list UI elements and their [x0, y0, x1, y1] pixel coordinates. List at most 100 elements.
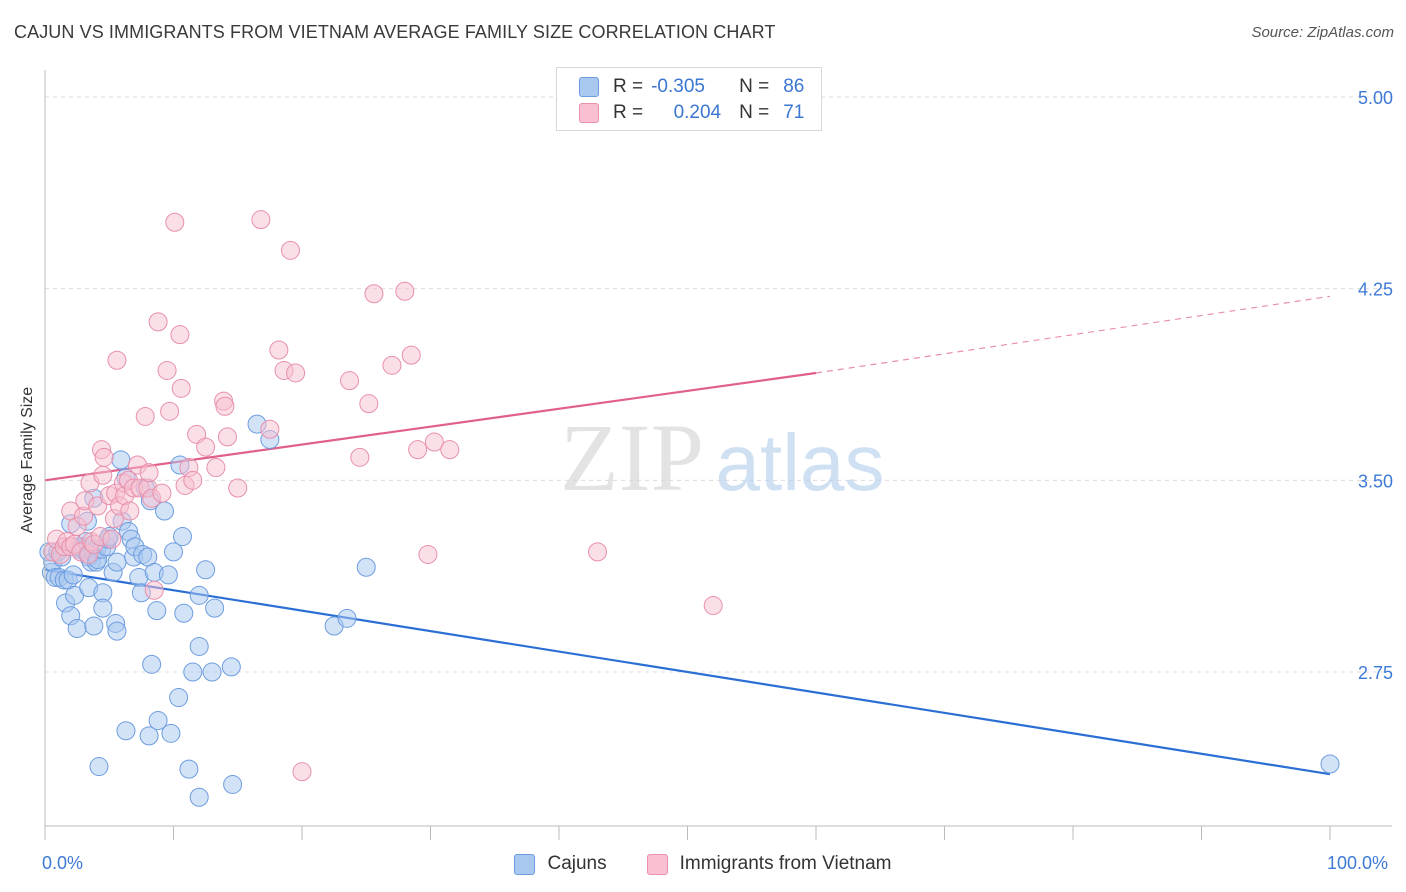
- y-tick-label: 3.50: [1358, 471, 1393, 491]
- point-vietnam: [139, 463, 159, 483]
- legend-r-value: -0.305: [651, 76, 705, 97]
- point-vietnam: [148, 312, 168, 332]
- point-vietnam: [120, 501, 140, 521]
- series-swatch-vietnam: [646, 853, 668, 875]
- point-vietnam: [94, 447, 114, 467]
- point-vietnam: [228, 478, 248, 498]
- point-vietnam: [160, 401, 180, 421]
- series-legend-vietnam: Immigrants from Vietnam: [646, 853, 892, 875]
- point-vietnam: [382, 355, 402, 375]
- point-vietnam: [144, 580, 164, 600]
- point-vietnam: [703, 596, 723, 616]
- legend-r-value: 0.204: [673, 102, 722, 123]
- legend-swatch-cajuns: [579, 77, 599, 97]
- point-cajuns: [189, 787, 209, 807]
- x-tick-label-min: 0.0%: [42, 853, 84, 873]
- point-cajuns: [205, 598, 225, 618]
- point-vietnam: [269, 340, 289, 360]
- point-vietnam: [260, 419, 280, 439]
- point-cajuns: [1320, 754, 1340, 774]
- source-label: Source: ZipAtlas.com: [1251, 24, 1394, 41]
- legend-swatch-vietnam: [579, 103, 599, 123]
- series-name-cajuns: Cajuns: [547, 853, 607, 874]
- point-vietnam: [588, 542, 608, 562]
- series-legend-cajuns: Cajuns: [514, 853, 607, 875]
- point-vietnam: [424, 432, 444, 452]
- trend-line-cajuns: [44, 568, 1331, 776]
- point-cajuns: [63, 565, 83, 585]
- legend-r-label: R =: [613, 76, 644, 97]
- series-swatch-cajuns: [514, 853, 536, 875]
- legend-row-vietnam: R = 0.204 N = 71: [579, 101, 804, 125]
- point-cajuns: [161, 723, 181, 743]
- point-cajuns: [337, 608, 357, 628]
- y-tick-label: 2.75: [1358, 663, 1393, 683]
- point-cajuns: [356, 557, 376, 577]
- point-cajuns: [179, 759, 199, 779]
- point-vietnam: [206, 458, 226, 478]
- watermark-zip: ZIP: [560, 404, 704, 511]
- point-vietnam: [102, 529, 122, 549]
- point-cajuns: [223, 774, 243, 794]
- point-vietnam: [408, 440, 428, 460]
- point-vietnam: [152, 483, 172, 503]
- point-vietnam: [251, 210, 271, 230]
- y-tick-label: 5.00: [1358, 88, 1393, 108]
- trend-line-vietnam-extension: [815, 295, 1331, 374]
- point-vietnam: [215, 396, 235, 416]
- point-vietnam: [350, 447, 370, 467]
- axes: [44, 70, 1392, 840]
- point-cajuns: [202, 662, 222, 682]
- point-cajuns: [221, 657, 241, 677]
- y-tick-label: 4.25: [1358, 280, 1393, 300]
- series-name-vietnam: Immigrants from Vietnam: [679, 853, 892, 874]
- point-vietnam: [183, 470, 203, 490]
- x-tick-label-max: 100.0%: [1327, 853, 1389, 873]
- legend-n-value: 71: [783, 102, 805, 123]
- point-vietnam: [196, 437, 216, 457]
- point-vietnam: [364, 284, 384, 304]
- point-cajuns: [189, 636, 209, 656]
- data-points: [39, 210, 1340, 807]
- legend-n-label: N =: [739, 76, 770, 97]
- point-vietnam: [170, 325, 190, 345]
- series-legend: Cajuns Immigrants from Vietnam: [0, 852, 1406, 876]
- point-cajuns: [111, 450, 131, 470]
- point-vietnam: [165, 212, 185, 232]
- watermark-atlas: atlas: [716, 418, 885, 507]
- point-vietnam: [157, 360, 177, 380]
- point-cajuns: [93, 598, 113, 618]
- point-cajuns: [107, 621, 127, 641]
- point-cajuns: [147, 601, 167, 621]
- point-cajuns: [183, 662, 203, 682]
- point-cajuns: [116, 721, 136, 741]
- legend-n-label: N =: [739, 102, 770, 123]
- point-cajuns: [148, 711, 168, 731]
- point-vietnam: [135, 406, 155, 426]
- point-vietnam: [359, 394, 379, 414]
- point-cajuns: [107, 552, 127, 572]
- point-vietnam: [107, 350, 127, 370]
- point-cajuns: [89, 757, 109, 777]
- point-cajuns: [164, 542, 183, 562]
- point-cajuns: [84, 616, 104, 636]
- legend-row-cajuns: R = -0.305 N = 86: [579, 75, 804, 99]
- legend-r-label: R =: [613, 102, 644, 123]
- point-cajuns: [139, 726, 159, 746]
- point-vietnam: [340, 371, 360, 391]
- legend: R = -0.305 N = 86 R = 0.204 N = 71: [556, 67, 822, 131]
- point-vietnam: [280, 240, 300, 260]
- point-vietnam: [401, 345, 421, 365]
- point-vietnam: [286, 363, 306, 383]
- grid-lines: 5.00 4.25 3.50 2.75: [45, 88, 1393, 683]
- point-cajuns: [172, 527, 192, 547]
- point-vietnam: [395, 281, 415, 301]
- point-cajuns: [67, 619, 87, 639]
- legend-n-value: 86: [783, 76, 805, 97]
- chart-title: CAJUN VS IMMIGRANTS FROM VIETNAM AVERAGE…: [14, 22, 776, 42]
- point-vietnam: [440, 440, 460, 460]
- point-cajuns: [196, 560, 216, 580]
- point-vietnam: [171, 378, 191, 398]
- watermark: ZIP atlas: [560, 404, 884, 511]
